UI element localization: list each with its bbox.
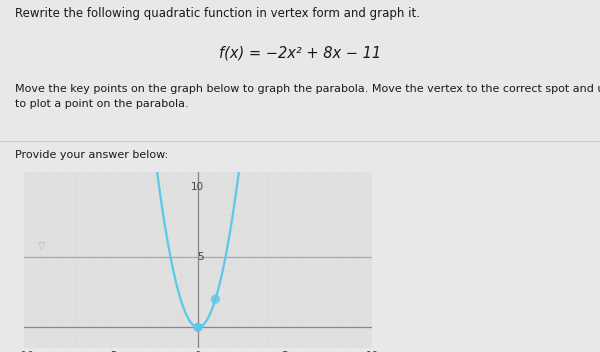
Point <box>193 325 203 330</box>
Text: 10: 10 <box>191 182 204 191</box>
Point <box>211 296 220 302</box>
Text: Rewrite the following quadratic function in vertex form and graph it.: Rewrite the following quadratic function… <box>15 7 420 20</box>
Text: f(x) = −2x² + 8x − 11: f(x) = −2x² + 8x − 11 <box>219 46 381 61</box>
Text: ▽: ▽ <box>38 241 46 251</box>
Text: 5: 5 <box>197 252 204 262</box>
Text: Move the key points on the graph below to graph the parabola. Move the vertex to: Move the key points on the graph below t… <box>15 84 600 109</box>
Text: Provide your answer below:: Provide your answer below: <box>15 150 168 159</box>
